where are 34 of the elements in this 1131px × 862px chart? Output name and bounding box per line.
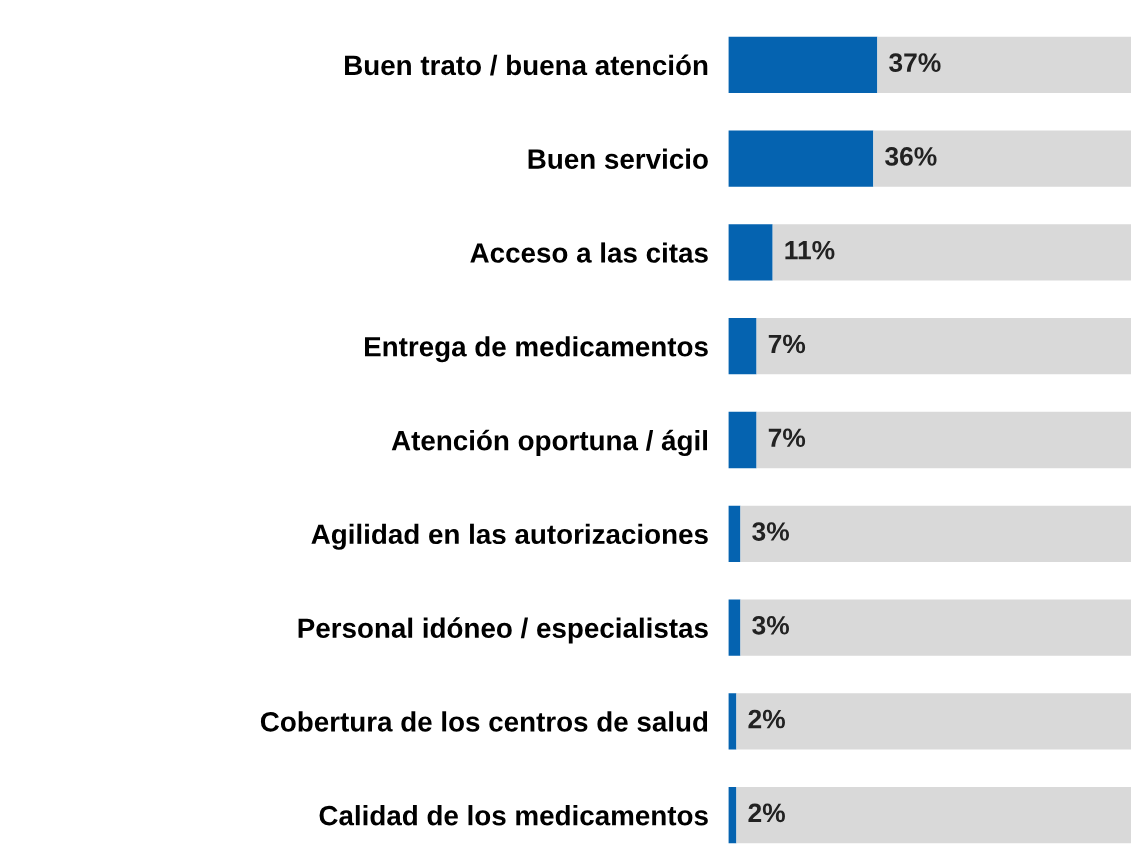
bar xyxy=(740,505,1131,562)
y-tick-label: Calidad de los medicamentos xyxy=(319,805,708,826)
data-label: 11% xyxy=(785,240,835,260)
bar xyxy=(756,318,1131,375)
y-tick-label: Entrega de medicamentos xyxy=(365,336,708,363)
bar xyxy=(728,224,773,281)
data-label: 2% xyxy=(748,709,785,729)
data-label: 2% xyxy=(748,803,785,823)
y-tick-label: Agilidad en las autorizaciones xyxy=(311,523,708,550)
y-tick-label: Personal idóneo / especialistas xyxy=(298,617,708,644)
bar xyxy=(736,693,1131,750)
data-label: 3% xyxy=(752,522,789,541)
data-label: 7% xyxy=(768,428,806,448)
y-tick-label: Acceso a las citas xyxy=(470,242,708,263)
bar xyxy=(873,130,1131,187)
y-tick-label: Cobertura de los centros de salud xyxy=(260,711,708,732)
bar xyxy=(728,599,741,656)
bar xyxy=(728,505,741,562)
bar xyxy=(756,411,1131,469)
bar xyxy=(728,36,878,94)
bar xyxy=(728,130,874,187)
bar xyxy=(736,786,1131,844)
y-tick-label: Atención oportuna / ágil xyxy=(391,429,707,457)
bar xyxy=(772,224,1131,281)
bar xyxy=(728,318,757,375)
data-label: 3% xyxy=(752,615,789,635)
bar xyxy=(728,411,757,469)
data-label: 36% xyxy=(885,147,937,166)
bar xyxy=(877,36,1131,94)
y-tick-label: Buen servicio xyxy=(528,148,708,169)
bar xyxy=(740,599,1131,656)
y-tick-label: Buen trato / buena atención xyxy=(345,54,708,76)
data-label: 37% xyxy=(889,53,941,73)
data-label: 7% xyxy=(768,334,806,354)
